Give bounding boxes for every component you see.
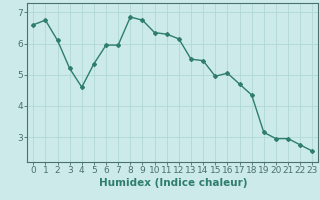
X-axis label: Humidex (Indice chaleur): Humidex (Indice chaleur) [99,178,247,188]
